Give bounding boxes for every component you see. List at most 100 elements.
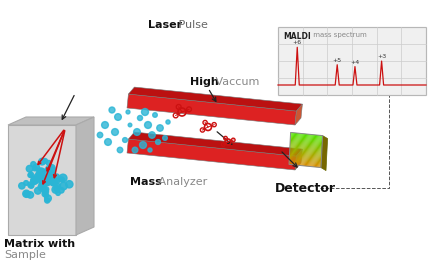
Circle shape [39, 174, 45, 180]
Circle shape [42, 192, 47, 197]
Circle shape [97, 132, 103, 138]
Text: Detector: Detector [275, 181, 336, 195]
Circle shape [58, 188, 64, 193]
Circle shape [42, 178, 47, 183]
Text: High: High [190, 77, 219, 87]
Circle shape [128, 123, 132, 127]
Circle shape [39, 158, 45, 165]
Circle shape [60, 182, 67, 190]
Circle shape [42, 189, 48, 195]
Circle shape [34, 174, 41, 181]
Polygon shape [290, 154, 322, 158]
Circle shape [39, 173, 45, 179]
Circle shape [148, 148, 152, 152]
Circle shape [31, 177, 38, 184]
Polygon shape [290, 143, 322, 147]
Circle shape [39, 182, 45, 187]
Text: +5: +5 [333, 58, 342, 63]
Text: mass spectrum: mass spectrum [311, 32, 367, 38]
Circle shape [123, 137, 127, 143]
Polygon shape [289, 155, 321, 159]
Polygon shape [291, 134, 323, 138]
Circle shape [59, 177, 65, 182]
Circle shape [50, 179, 57, 186]
Circle shape [163, 136, 167, 140]
Text: MALDI: MALDI [283, 32, 311, 41]
Circle shape [36, 171, 43, 178]
Circle shape [40, 183, 46, 190]
Polygon shape [8, 117, 94, 125]
Circle shape [28, 172, 33, 177]
Polygon shape [295, 149, 302, 170]
Text: Sample: Sample [4, 250, 46, 260]
Circle shape [56, 191, 60, 195]
Polygon shape [289, 162, 321, 167]
Circle shape [47, 178, 53, 184]
Circle shape [52, 186, 59, 193]
Polygon shape [290, 148, 322, 153]
Circle shape [40, 178, 45, 183]
Circle shape [33, 164, 39, 170]
Circle shape [44, 178, 51, 185]
Polygon shape [289, 157, 321, 161]
Circle shape [23, 190, 30, 197]
Text: Vaccum: Vaccum [212, 77, 259, 87]
Circle shape [32, 166, 37, 171]
Circle shape [102, 122, 108, 129]
Polygon shape [289, 158, 321, 162]
Circle shape [40, 178, 45, 183]
Circle shape [109, 107, 115, 113]
Circle shape [51, 181, 56, 186]
Text: +3: +3 [377, 54, 386, 59]
Circle shape [134, 129, 140, 135]
Circle shape [26, 165, 33, 172]
Polygon shape [278, 27, 426, 95]
Circle shape [46, 176, 52, 182]
Circle shape [24, 181, 29, 185]
Circle shape [166, 120, 170, 124]
Circle shape [49, 167, 54, 171]
Circle shape [54, 186, 60, 192]
Circle shape [44, 193, 48, 197]
Polygon shape [289, 160, 321, 164]
Polygon shape [290, 145, 322, 150]
Circle shape [46, 175, 52, 181]
Polygon shape [289, 161, 321, 165]
Text: Mass: Mass [130, 177, 162, 187]
Circle shape [48, 175, 55, 182]
Circle shape [112, 129, 118, 136]
Circle shape [153, 113, 157, 117]
Circle shape [45, 195, 52, 202]
Circle shape [45, 173, 53, 181]
Circle shape [48, 165, 55, 171]
Circle shape [37, 168, 44, 174]
Circle shape [40, 181, 45, 187]
Circle shape [126, 110, 130, 114]
Circle shape [47, 171, 55, 179]
Circle shape [39, 176, 44, 181]
Circle shape [149, 132, 155, 138]
Circle shape [49, 178, 57, 185]
Circle shape [45, 165, 53, 173]
Circle shape [105, 139, 111, 145]
Polygon shape [127, 139, 297, 170]
Polygon shape [290, 146, 322, 151]
Circle shape [40, 177, 47, 184]
Circle shape [56, 184, 61, 188]
Text: Pulse: Pulse [175, 20, 208, 30]
Polygon shape [295, 104, 302, 125]
Polygon shape [290, 151, 322, 156]
Circle shape [31, 176, 39, 184]
Circle shape [59, 174, 67, 182]
Text: Analyzer: Analyzer [155, 177, 207, 187]
Polygon shape [290, 142, 322, 146]
Polygon shape [290, 151, 322, 155]
Circle shape [42, 158, 48, 164]
Polygon shape [8, 125, 76, 235]
Circle shape [47, 171, 55, 179]
Circle shape [55, 178, 60, 184]
Circle shape [50, 167, 55, 172]
Circle shape [19, 183, 25, 189]
Polygon shape [290, 147, 322, 151]
Circle shape [45, 198, 50, 203]
